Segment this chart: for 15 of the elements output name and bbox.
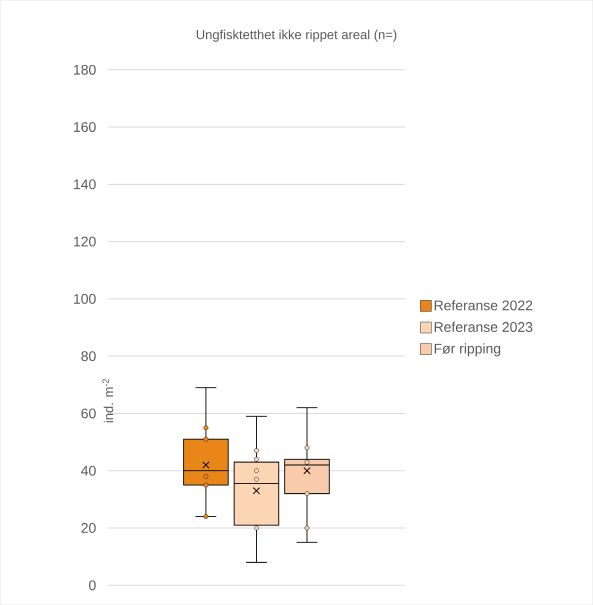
legend-label: Referanse 2023: [434, 322, 532, 332]
y-tick-label: 100: [74, 294, 96, 304]
y-tick-label: 120: [74, 236, 96, 247]
y-tick-label: 60: [81, 408, 96, 418]
chart-title: Ungfisktetthet ikke rippet areal (n=): [196, 30, 396, 42]
y-tick-label: 160: [74, 122, 96, 132]
y-axis-title: ind. m$^{-2}$: [102, 379, 114, 422]
y-tick-label: 80: [81, 351, 96, 362]
legend-label: Før ripping: [434, 343, 500, 356]
y-tick-label: 40: [81, 466, 96, 476]
legend-label: Referanse 2022: [434, 300, 532, 310]
y-tick-label: 20: [81, 523, 96, 533]
y-tick-label: 180: [74, 64, 96, 75]
y-tick-label: 0: [89, 580, 96, 590]
y-tick-label: 140: [74, 179, 96, 190]
